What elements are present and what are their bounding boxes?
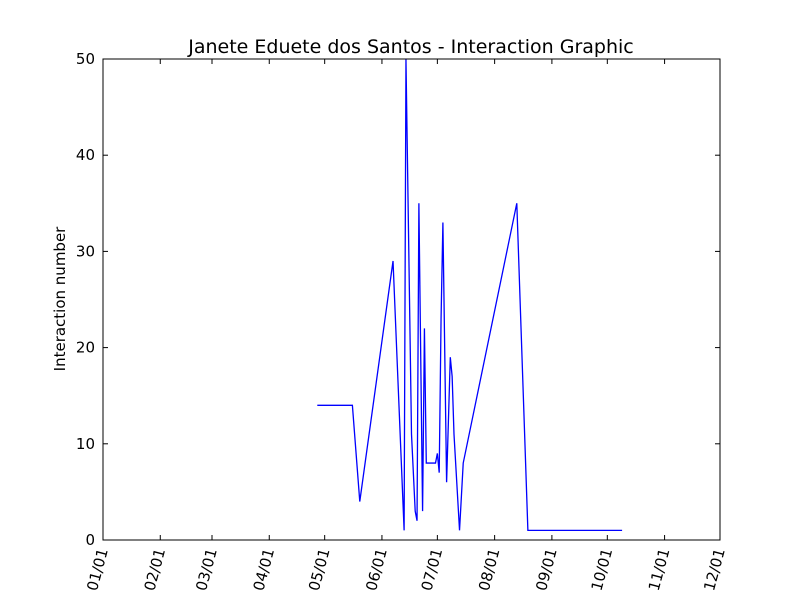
x-tick-label: 08/01 xyxy=(475,546,504,592)
y-tick-label: 40 xyxy=(76,146,95,164)
y-axis-label: Interaction number xyxy=(51,226,69,372)
x-tick-label: 01/01 xyxy=(83,546,112,592)
x-tick-label: 05/01 xyxy=(305,546,334,592)
y-tick-label: 0 xyxy=(85,531,95,549)
ticks-layer: 0 10 20 30 40 50 01/01 02/01 03/01 04/01 05/01 06/0… xyxy=(76,50,729,593)
x-tick-label: 03/01 xyxy=(192,546,221,592)
y-tick-label: 20 xyxy=(76,339,95,357)
x-tick-label: 10/01 xyxy=(588,546,617,592)
x-tick-label: 11/01 xyxy=(645,546,674,592)
plot-frame xyxy=(102,58,721,541)
y-tick-label: 10 xyxy=(76,435,95,453)
series-line xyxy=(317,58,623,532)
chart-title: Janete Eduete dos Santos - Interaction G… xyxy=(187,36,634,58)
x-tick-label: 04/01 xyxy=(250,546,279,592)
x-tick-label: 12/01 xyxy=(700,546,729,592)
x-tick-label: 07/01 xyxy=(418,546,447,592)
series-layer xyxy=(317,58,623,532)
x-tick-label: 06/01 xyxy=(362,546,391,592)
y-tick-label: 50 xyxy=(76,50,95,68)
x-tick-label: 02/01 xyxy=(141,546,170,592)
y-tick-label: 30 xyxy=(76,242,95,260)
x-tick-label: 09/01 xyxy=(532,546,561,592)
